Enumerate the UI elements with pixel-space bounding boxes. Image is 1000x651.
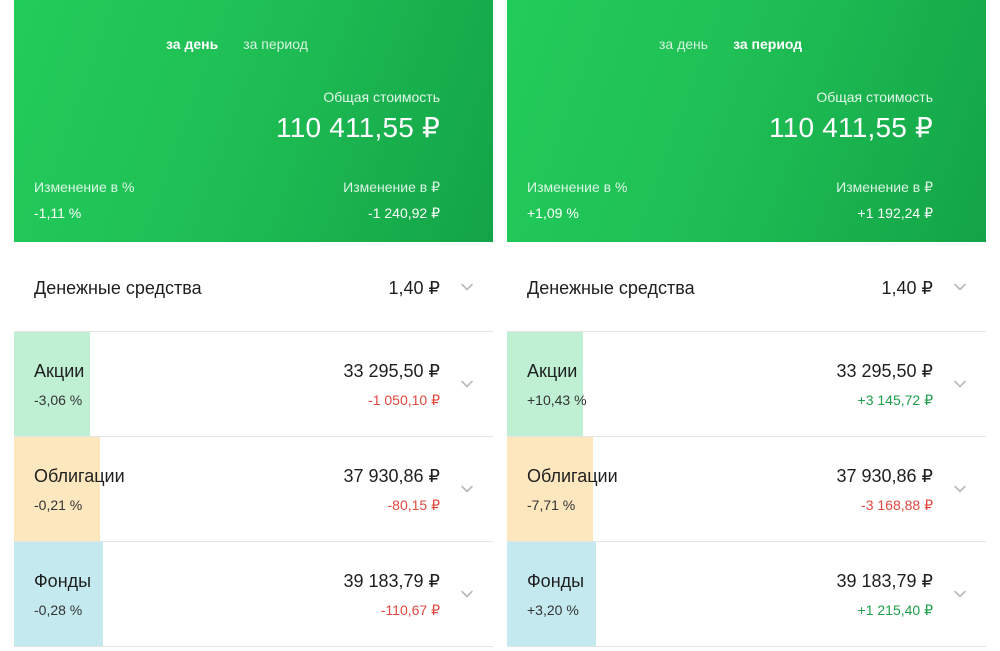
asset-row-stocks[interactable]: Акции -3,06 % 33 295,50 ₽ -1 050,10 ₽ xyxy=(14,332,493,437)
share-bar xyxy=(507,542,596,646)
asset-row-stocks[interactable]: Акции +10,43 % 33 295,50 ₽ +3 145,72 ₽ xyxy=(507,332,986,437)
asset-change-rub: -110,67 ₽ xyxy=(380,602,440,618)
cash-row[interactable]: Денежные средства 1,40 ₽ xyxy=(507,242,986,332)
tab-period[interactable]: за период xyxy=(733,36,803,52)
change-percent-label: Изменение в % xyxy=(34,179,135,195)
change-percent-value: -1,11 % xyxy=(34,205,82,221)
asset-change-percent: +3,20 % xyxy=(527,602,579,618)
total-value: 110 411,55 ₽ xyxy=(276,112,440,143)
asset-name: Облигации xyxy=(34,466,125,486)
total-value-label: Общая стоимость xyxy=(323,89,440,105)
portfolio-panel-period: за день за период Общая стоимость 110 41… xyxy=(507,0,986,651)
asset-change-percent: +10,43 % xyxy=(527,392,587,408)
change-rub-label: Изменение в ₽ xyxy=(836,179,933,195)
cash-label: Денежные средства xyxy=(34,278,202,298)
asset-value: 37 930,86 ₽ xyxy=(836,466,933,486)
share-bar xyxy=(14,437,100,541)
asset-change-rub: +3 145,72 ₽ xyxy=(857,392,933,408)
asset-change-rub: -3 168,88 ₽ xyxy=(861,497,933,513)
asset-change-percent: -3,06 % xyxy=(34,392,83,408)
cash-value: 1,40 ₽ xyxy=(388,278,441,298)
chevron-down-icon[interactable] xyxy=(460,377,474,391)
asset-name: Фонды xyxy=(34,571,92,591)
change-rub-value: -1 240,92 ₽ xyxy=(368,205,440,221)
tab-day[interactable]: за день xyxy=(659,36,709,52)
chevron-down-icon[interactable] xyxy=(953,482,967,496)
total-value-label: Общая стоимость xyxy=(816,89,933,105)
portfolio-summary-header: за день за период Общая стоимость 110 41… xyxy=(14,0,493,242)
asset-row-bonds[interactable]: Облигации -7,71 % 37 930,86 ₽ -3 168,88 … xyxy=(507,437,986,542)
asset-name: Акции xyxy=(34,361,85,381)
cash-label: Денежные средства xyxy=(527,278,695,298)
period-tabs: за день за период xyxy=(659,34,827,54)
asset-change-rub: -80,15 ₽ xyxy=(387,497,441,513)
asset-name: Облигации xyxy=(527,466,618,486)
change-percent-value: +1,09 % xyxy=(527,205,579,221)
share-bar xyxy=(507,332,583,436)
asset-name: Акции xyxy=(527,361,578,381)
tab-period[interactable]: за период xyxy=(243,36,308,52)
portfolio-summary-header: за день за период Общая стоимость 110 41… xyxy=(507,0,986,242)
chevron-down-icon[interactable] xyxy=(460,280,474,294)
asset-row-bonds[interactable]: Облигации -0,21 % 37 930,86 ₽ -80,15 ₽ xyxy=(14,437,493,542)
asset-change-percent: -0,28 % xyxy=(34,602,83,618)
cash-row[interactable]: Денежные средства 1,40 ₽ xyxy=(14,242,493,332)
asset-value: 37 930,86 ₽ xyxy=(343,466,440,486)
chevron-down-icon[interactable] xyxy=(460,482,474,496)
asset-change-percent: -7,71 % xyxy=(527,497,576,513)
share-bar xyxy=(14,332,90,436)
asset-row-funds[interactable]: Фонды +3,20 % 39 183,79 ₽ +1 215,40 ₽ xyxy=(507,542,986,647)
cash-value: 1,40 ₽ xyxy=(881,278,934,298)
chevron-down-icon[interactable] xyxy=(460,587,474,601)
tab-day[interactable]: за день xyxy=(166,36,219,52)
asset-value: 33 295,50 ₽ xyxy=(836,361,933,381)
change-percent-label: Изменение в % xyxy=(527,179,628,195)
asset-value: 39 183,79 ₽ xyxy=(836,571,933,591)
chevron-down-icon[interactable] xyxy=(953,377,967,391)
change-rub-label: Изменение в ₽ xyxy=(343,179,440,195)
asset-change-rub: -1 050,10 ₽ xyxy=(368,392,440,408)
asset-change-percent: -0,21 % xyxy=(34,497,83,513)
chevron-down-icon[interactable] xyxy=(953,280,967,294)
asset-value: 39 183,79 ₽ xyxy=(343,571,440,591)
total-value: 110 411,55 ₽ xyxy=(769,112,933,143)
share-bar xyxy=(14,542,103,646)
asset-value: 33 295,50 ₽ xyxy=(343,361,440,381)
portfolio-panel-day: за день за период Общая стоимость 110 41… xyxy=(14,0,493,651)
period-tabs: за день за период xyxy=(166,34,333,54)
change-rub-value: +1 192,24 ₽ xyxy=(857,205,933,221)
chevron-down-icon[interactable] xyxy=(953,587,967,601)
asset-row-funds[interactable]: Фонды -0,28 % 39 183,79 ₽ -110,67 ₽ xyxy=(14,542,493,647)
asset-change-rub: +1 215,40 ₽ xyxy=(857,602,933,618)
asset-name: Фонды xyxy=(527,571,585,591)
share-bar xyxy=(507,437,593,541)
